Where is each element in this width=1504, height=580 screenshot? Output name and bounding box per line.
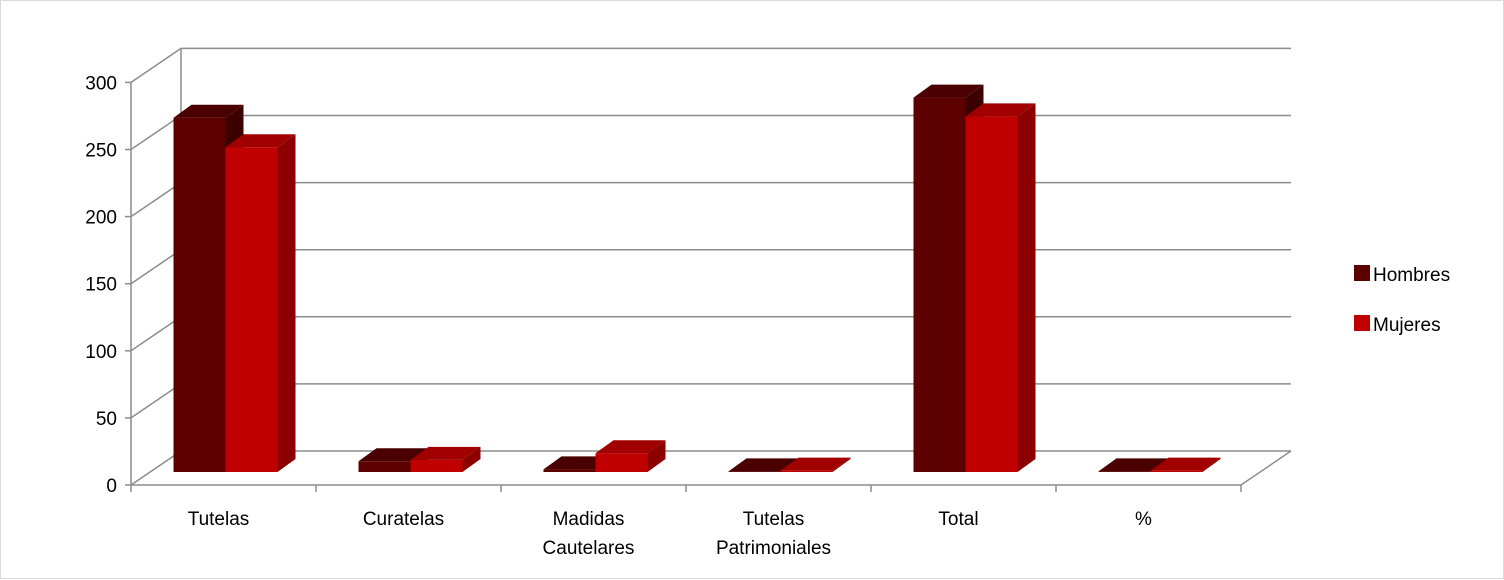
bar-front-Hombres — [358, 461, 411, 472]
x-tick-label: Madidas — [553, 509, 625, 530]
bar-front-Mujeres — [1150, 470, 1203, 472]
bar-front-Mujeres — [410, 459, 463, 472]
gridline — [130, 248, 1291, 285]
legend-label-Hombres: Hombres — [1373, 265, 1450, 286]
axis-labels: 0 50 100 150 200 250 300 Tutelas Curatelas Madida… — [85, 73, 1152, 559]
x-tick-label: % — [1135, 509, 1152, 530]
legend-swatch-Mujeres — [1354, 315, 1370, 331]
bar-front-Mujeres — [595, 453, 648, 472]
bar-top-Mujeres — [965, 103, 1036, 117]
bar-front-Hombres — [728, 471, 781, 472]
bar-top-Hombres — [173, 104, 244, 118]
axes — [125, 81, 1292, 492]
bar-top-Mujeres — [410, 446, 481, 460]
y-tick-label: 0 — [106, 476, 117, 497]
x-tick-label: Total — [938, 509, 978, 530]
x-tick-label: Cautelares — [543, 538, 635, 559]
gridline — [130, 47, 1291, 84]
y-tick-label: 200 — [85, 208, 117, 229]
bars — [173, 84, 1221, 473]
bar-top-Mujeres — [780, 457, 851, 471]
bar-side-Mujeres — [832, 457, 851, 472]
bar-side-Mujeres — [1017, 103, 1036, 473]
floor-right-edge — [1240, 450, 1292, 486]
y-tick-label: 300 — [85, 73, 117, 94]
bar-front-Mujeres — [965, 116, 1018, 473]
x-tick-label: Tutelas — [743, 509, 805, 530]
bar-top-Mujeres — [1150, 457, 1221, 471]
bar-front-Hombres — [543, 469, 596, 472]
bar-front-Hombres — [913, 97, 966, 472]
legend-label-Mujeres: Mujeres — [1373, 315, 1441, 336]
bar-front-Hombres — [1098, 471, 1151, 472]
bar-top-Hombres — [358, 448, 429, 462]
gridline — [130, 181, 1291, 218]
x-tick-label: Tutelas — [188, 509, 250, 530]
bar-side-Mujeres — [1202, 457, 1221, 472]
bar-side-Mujeres — [462, 446, 481, 472]
gridline — [130, 383, 1291, 419]
legend: Hombres Mujeres — [1354, 265, 1450, 336]
gridlines — [130, 47, 1291, 486]
bar-top-Mujeres — [225, 134, 296, 148]
y-tick-label: 250 — [85, 141, 117, 162]
bar-front-Mujeres — [225, 147, 278, 472]
bar-top-Mujeres — [595, 440, 666, 454]
gridline — [130, 114, 1291, 151]
x-tick-label: Patrimoniales — [716, 538, 831, 559]
gridline — [130, 316, 1291, 352]
y-tick-label: 50 — [96, 409, 117, 430]
bar-front-Hombres — [173, 117, 226, 472]
y-tick-label: 100 — [85, 342, 117, 363]
bar-front-Mujeres — [780, 470, 833, 472]
y-tick-label: 150 — [85, 275, 117, 296]
bar-top-Hombres — [913, 84, 984, 98]
bar-side-Mujeres — [277, 134, 296, 472]
bar-side-Mujeres — [647, 440, 666, 472]
bar-top-Hombres — [1098, 458, 1169, 472]
x-tick-label: Curatelas — [363, 509, 444, 530]
bar-top-Hombres — [728, 458, 799, 472]
legend-swatch-Hombres — [1354, 265, 1370, 281]
